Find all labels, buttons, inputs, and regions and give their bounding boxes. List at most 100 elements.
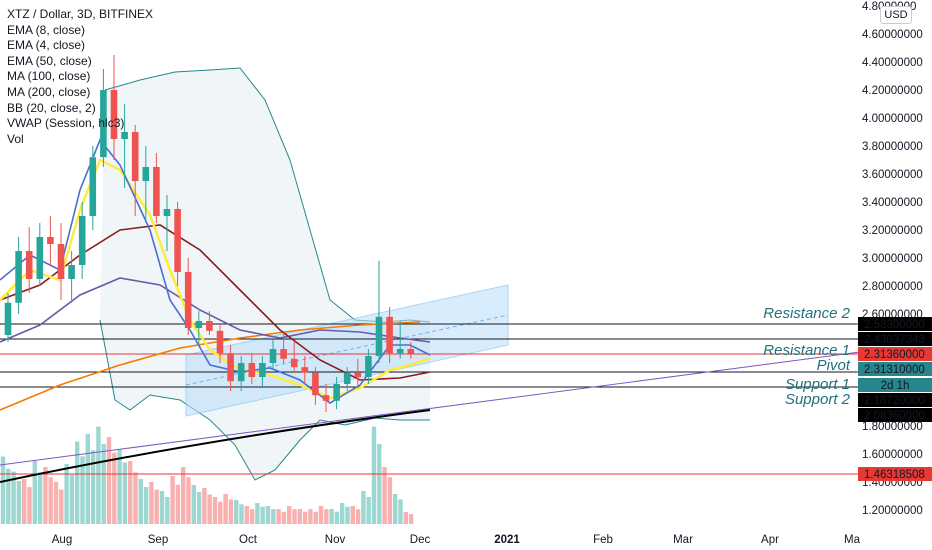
price-tag-bg <box>858 393 932 407</box>
volume-bar <box>175 484 181 524</box>
candle-body <box>290 358 298 368</box>
candle-body <box>365 356 372 377</box>
symbol-title: XTZ / Dollar, 3D, BITFINEX <box>7 7 154 21</box>
candle-body <box>163 209 171 216</box>
price-tag-bg <box>858 317 932 331</box>
volume-bar <box>398 499 403 524</box>
time-axis: Aug Sep Oct Nov Dec 2021 Feb Mar Apr Ma <box>52 534 861 546</box>
price-tag-bg <box>858 467 932 481</box>
price-tag-label: 2.08360000 <box>864 410 925 422</box>
volume-bar <box>234 500 239 524</box>
candle-body <box>4 302 12 335</box>
x-tick-label: Apr <box>761 534 779 546</box>
candle-body <box>343 372 351 384</box>
candle-body <box>227 353 234 382</box>
volume-bar <box>16 480 22 524</box>
y-tick-label: 3.40000000 <box>862 197 923 209</box>
legend-ema4[interactable]: EMA (4, close) <box>7 38 86 53</box>
volume-bar <box>143 487 149 524</box>
volume-bar <box>0 456 6 524</box>
volume-bar <box>212 497 218 524</box>
volume-bar <box>128 461 133 524</box>
legend-vwap[interactable]: VWAP (Session, hlc3) <box>7 116 125 131</box>
volume-bar <box>334 511 340 524</box>
x-tick-label: Dec <box>410 534 431 546</box>
volume-bar <box>403 512 408 524</box>
volume-bar <box>133 472 138 524</box>
volume-bar <box>244 506 249 524</box>
indicator-line <box>0 158 431 400</box>
volume-bar <box>37 472 43 524</box>
y-tick-label: 3.80000000 <box>862 141 923 153</box>
level-label: Resistance 1 <box>763 342 850 359</box>
candles <box>4 55 415 412</box>
candle-body <box>396 349 404 354</box>
volume-bar <box>27 487 32 524</box>
volume-bar <box>281 511 287 524</box>
volume-bar <box>138 479 143 524</box>
candle-body <box>312 372 319 396</box>
candle-body <box>57 244 65 279</box>
candle-body <box>174 209 181 272</box>
candle-body <box>216 330 224 354</box>
price-tag-label: 1.46318508 <box>864 469 925 481</box>
candle-body <box>301 367 309 373</box>
x-tick-label: Feb <box>593 534 613 546</box>
legend-ma100[interactable]: MA (100, close) <box>7 69 91 84</box>
level-label: Support 1 <box>785 376 850 393</box>
legend-ma200[interactable]: MA (200, close) <box>7 84 91 99</box>
volume-bar <box>260 506 265 524</box>
volume-bar <box>11 471 16 524</box>
currency-button[interactable]: USD <box>880 6 912 24</box>
legend-vol[interactable]: Vol <box>7 131 24 146</box>
volume-bar <box>366 496 371 524</box>
volume-bar <box>186 477 191 524</box>
volume-bar <box>196 492 202 524</box>
legend-ema50[interactable]: EMA (50, close) <box>7 53 92 68</box>
volume-bar <box>313 511 318 524</box>
candle-body <box>407 349 415 355</box>
y-tick-label: 3.00000000 <box>862 253 923 265</box>
candle-body <box>184 272 192 328</box>
legend-bb[interactable]: BB (20, close, 2) <box>7 100 96 115</box>
candle-body <box>322 395 330 401</box>
candle-body <box>15 251 22 303</box>
volume-bar <box>59 489 64 524</box>
volume-bar <box>329 509 334 524</box>
volume-bar <box>324 509 329 524</box>
candle-body <box>248 363 256 377</box>
volume-bar <box>223 494 228 524</box>
candle-body <box>121 132 128 139</box>
volume-bar <box>191 485 196 524</box>
legend-ema8[interactable]: EMA (8, close) <box>7 22 86 37</box>
bb-lower <box>99 319 430 481</box>
candle-body <box>89 157 97 216</box>
y-tick-label: 1.80000000 <box>862 421 923 433</box>
volume-bar <box>75 441 80 524</box>
indicator-line <box>0 321 421 411</box>
volume-bar <box>101 444 106 524</box>
volume-bar <box>154 489 159 524</box>
candle-body <box>269 349 277 363</box>
candle-body <box>25 251 33 279</box>
volume-bar <box>85 434 90 524</box>
price-tags: 2.53300000 2.43037343 2.31360000 2.31310000… <box>858 317 932 481</box>
volume-bar <box>361 491 366 524</box>
volume-bar <box>43 467 48 524</box>
volume-bar <box>22 479 27 524</box>
price-tag-label: 2.53300000 <box>864 319 925 331</box>
volume-bar <box>292 509 297 524</box>
volume-bars <box>0 426 414 524</box>
volume-bar <box>122 462 128 524</box>
black-trendline <box>0 409 431 483</box>
volume-bar <box>297 509 302 524</box>
price-tag-label: 2.31360000 <box>864 349 925 361</box>
candle-body <box>47 237 54 244</box>
level-label: Pivot <box>817 357 851 374</box>
volume-bar <box>393 494 398 524</box>
y-tick-label: 1.60000000 <box>862 449 923 461</box>
volume-bar <box>53 482 59 524</box>
volume-bar <box>249 509 255 524</box>
